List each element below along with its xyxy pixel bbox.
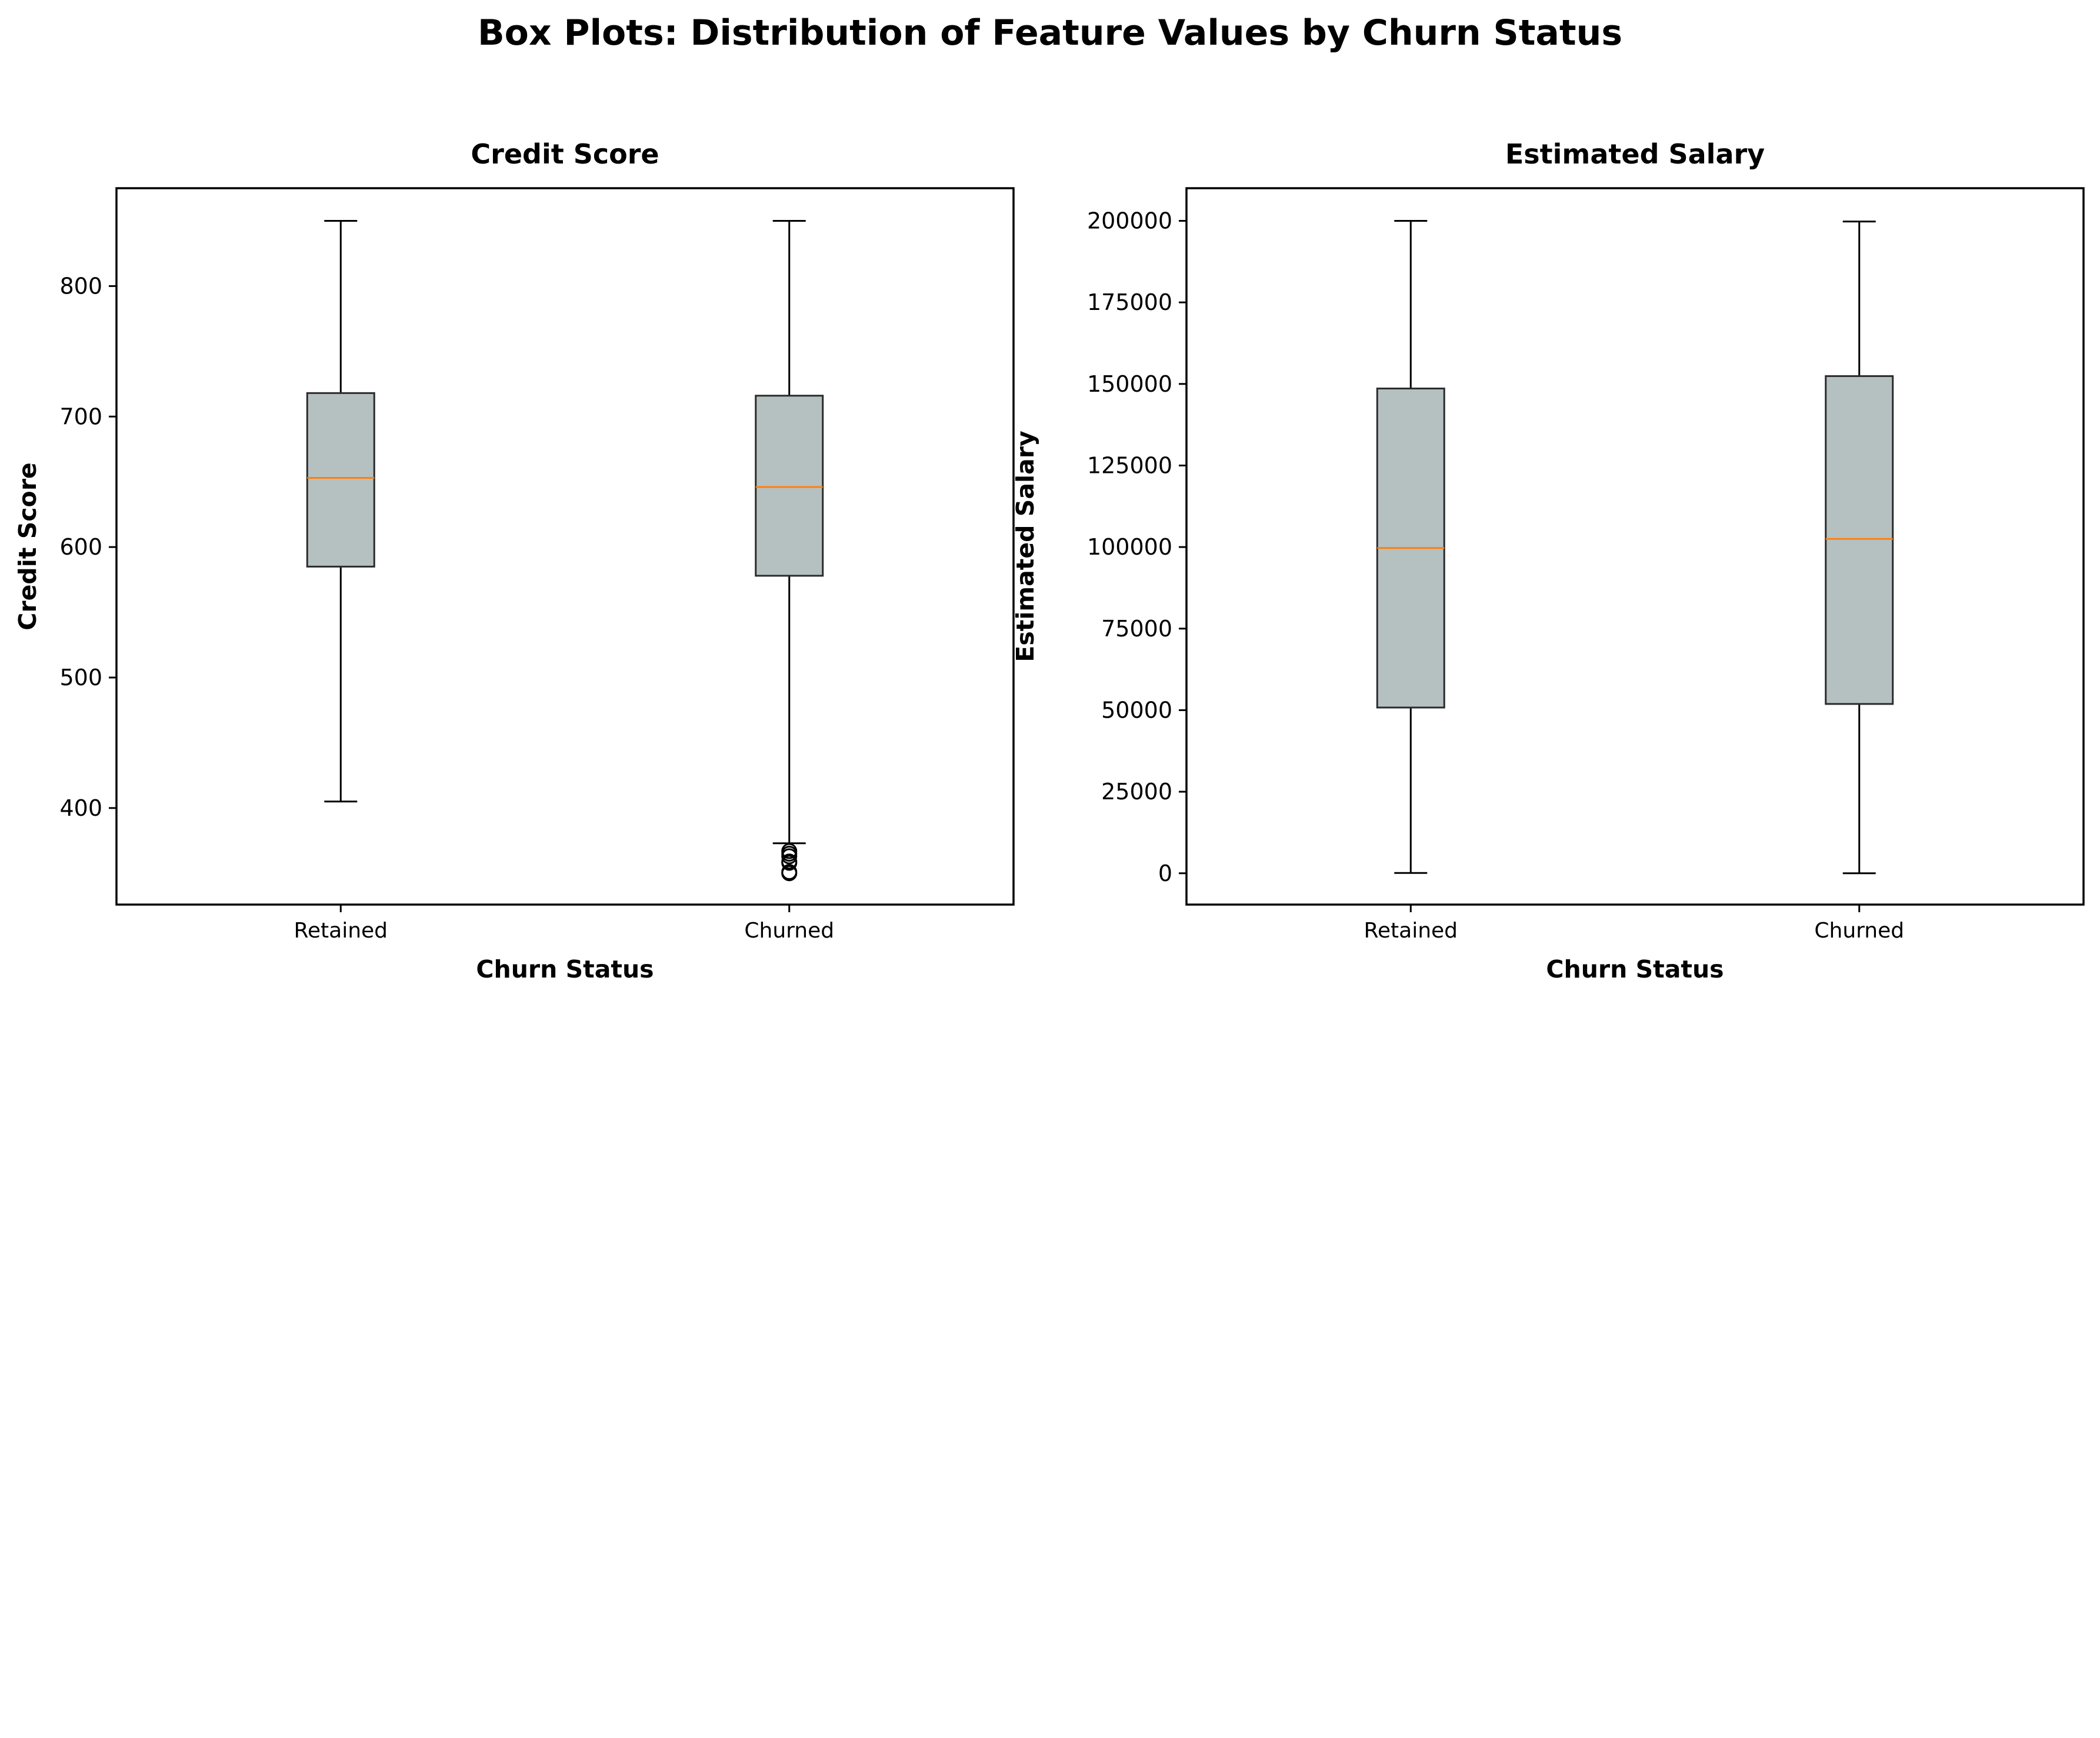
y-axis-label: Estimated Salary <box>1011 431 1039 662</box>
y-tick-label: 200000 <box>1087 208 1172 233</box>
box-retained <box>1376 220 1445 874</box>
y-tick-label: 175000 <box>1087 289 1172 315</box>
y-tick-label: 800 <box>59 273 102 299</box>
x-tick-label: Retained <box>1364 919 1458 943</box>
y-tick-label: 50000 <box>1101 697 1172 723</box>
y-tick-label: 500 <box>59 665 102 690</box>
subplot-title: Estimated Salary <box>1505 138 1765 170</box>
y-tick-label: 400 <box>59 795 102 821</box>
box-retained <box>306 219 375 803</box>
outlier-point <box>781 864 798 880</box>
x-tick-label: Churned <box>1814 919 1904 943</box>
x-axis-label: Churn Status <box>476 955 654 983</box>
y-tick-label: 700 <box>59 403 102 429</box>
axes-frame <box>115 187 1015 906</box>
x-tick-label: Retained <box>294 919 388 943</box>
outlier-point <box>781 853 798 870</box>
subplot-2: Estimated Salary 0 25000 50000 75000 100000 12… <box>1011 138 2085 983</box>
subplots: Credit Score 400 500 600 700 800 Retained Churn… <box>14 138 2085 983</box>
y-tick-label: 75000 <box>1101 616 1172 642</box>
y-tick-label: 100000 <box>1087 534 1172 560</box>
y-tick-label: 150000 <box>1087 371 1172 397</box>
y-axis-label: Credit Score <box>14 462 42 630</box>
y-tick-label: 0 <box>1158 860 1172 886</box>
figure-title: Box Plots: Distribution of Feature Value… <box>478 12 1622 54</box>
y-tick-label: 600 <box>59 534 102 560</box>
box-iqr <box>306 392 375 568</box>
box-iqr <box>755 395 824 577</box>
x-axis-label: Churn Status <box>1546 955 1724 983</box>
box-churned <box>755 219 824 882</box>
y-tick-label: 25000 <box>1101 779 1172 805</box>
x-tick-label: Churned <box>744 919 834 943</box>
box-iqr <box>1825 375 1894 705</box>
y-tick-label: 125000 <box>1087 452 1172 478</box>
box-churned <box>1825 221 1894 875</box>
subplot-title: Credit Score <box>471 138 659 170</box>
axes-frame <box>1185 187 2085 906</box>
outlier-point <box>781 843 798 859</box>
subplot-1: Credit Score 400 500 600 700 800 Retained Churn… <box>14 138 1015 983</box>
